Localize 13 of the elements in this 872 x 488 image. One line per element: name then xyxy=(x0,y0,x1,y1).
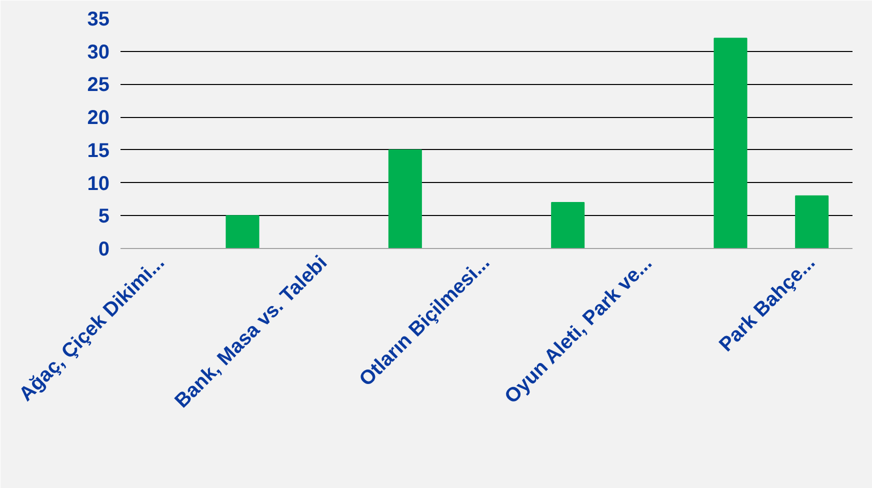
y-tick-label: 20 xyxy=(87,107,110,130)
bar xyxy=(388,149,422,248)
y-tick-label: 25 xyxy=(87,74,110,96)
y-tick-label: 0 xyxy=(98,238,110,260)
y-tick-label: 10 xyxy=(87,172,110,195)
bar xyxy=(226,215,260,248)
y-tick-label: 5 xyxy=(98,206,110,228)
bar xyxy=(714,38,748,248)
bar xyxy=(795,195,829,248)
bar xyxy=(551,202,585,248)
y-tick-label: 30 xyxy=(87,41,110,64)
y-tick-label: 15 xyxy=(87,140,110,162)
y-tick-label: 35 xyxy=(87,8,110,30)
